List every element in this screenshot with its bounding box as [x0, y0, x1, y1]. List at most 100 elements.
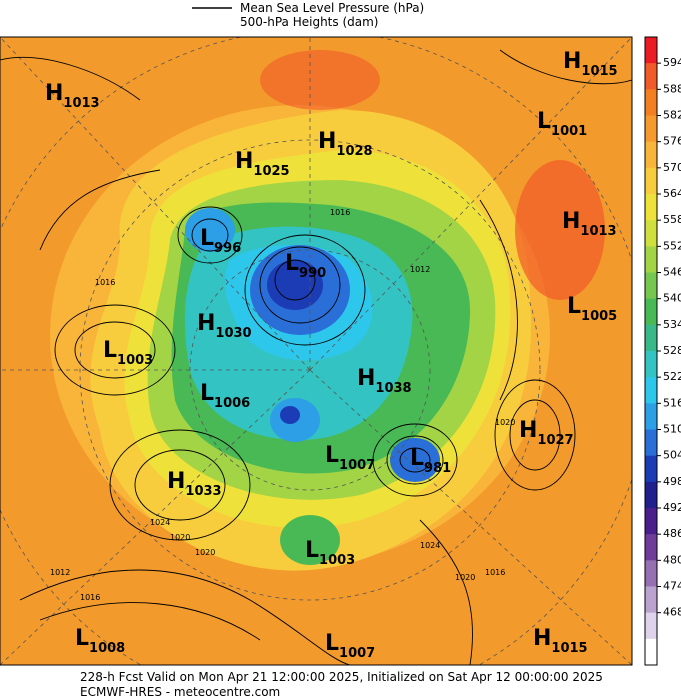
- system-type: H: [197, 311, 215, 336]
- system-value: 1005: [581, 309, 617, 324]
- colorbar-segment: [645, 246, 657, 273]
- colorbar-label: 576: [663, 135, 681, 148]
- colorbar-segment: [645, 141, 657, 169]
- colorbar-segment: [645, 429, 657, 457]
- colorbar-segment: [645, 194, 657, 221]
- colorbar-label: 522: [663, 370, 681, 383]
- legend-label: 500-hPa Heights (dam): [240, 15, 378, 29]
- system-value: 1038: [375, 381, 411, 396]
- pressure-system: H1038: [357, 366, 412, 396]
- colorbar-segment: [645, 298, 657, 326]
- system-type: H: [45, 81, 63, 106]
- system-value: 981: [424, 461, 451, 476]
- system-value: 1007: [339, 458, 375, 473]
- system-type: L: [325, 631, 339, 656]
- colorbar-segment: [645, 37, 657, 64]
- system-value: 1028: [336, 144, 372, 159]
- system-value: 1013: [63, 96, 99, 111]
- colorbar-segment: [645, 586, 657, 614]
- system-value: 1003: [319, 553, 355, 568]
- system-value: 1033: [185, 484, 221, 499]
- legend-label: Mean Sea Level Pressure (hPa): [240, 1, 424, 15]
- pressure-system: L1003: [305, 538, 355, 568]
- colorbar-segment: [645, 272, 657, 300]
- contour-label: 1016: [330, 208, 350, 217]
- system-type: L: [567, 294, 581, 319]
- colorbar: 594 588 582 576 570 564 558 552 546 540 534 528 522 5…: [644, 36, 681, 666]
- contour-label: 1020: [455, 573, 475, 582]
- system-value: 1006: [214, 396, 250, 411]
- footer-text: 228-h Fcst Valid on Mon Apr 21 12:00:00 …: [80, 670, 603, 684]
- system-type: H: [235, 149, 253, 174]
- colorbar-label: 570: [663, 161, 681, 174]
- pressure-system: H1025: [235, 149, 290, 179]
- system-value: 1015: [581, 64, 617, 79]
- map: [0, 37, 632, 665]
- pressure-system: L981: [410, 446, 451, 476]
- system-type: L: [103, 338, 117, 363]
- system-type: H: [318, 129, 336, 154]
- system-value: 1015: [551, 641, 587, 656]
- colorbar-segment: [645, 63, 657, 90]
- colorbar-label: 498: [663, 475, 681, 488]
- system-type: L: [200, 226, 214, 251]
- system-value: 1025: [253, 164, 289, 179]
- system-value: 1030: [215, 326, 251, 341]
- colorbar-label: 468: [663, 606, 681, 619]
- colorbar-label: 588: [663, 82, 681, 95]
- colorbar-label: 474: [663, 580, 681, 593]
- colorbar-label: 534: [663, 318, 681, 331]
- contour-label: 1016: [485, 568, 505, 577]
- system-type: H: [519, 418, 537, 443]
- system-value: 1027: [537, 433, 573, 448]
- pressure-system: L1003: [103, 338, 153, 368]
- pressure-system: H1013: [45, 81, 100, 111]
- colorbar-label: 480: [663, 553, 681, 566]
- colorbar-label: 528: [663, 344, 681, 357]
- pressure-system: H1015: [533, 626, 588, 656]
- contour-label: 1016: [80, 593, 100, 602]
- pressure-system: L1007: [325, 631, 375, 661]
- colorbar-segment: [645, 115, 657, 143]
- colorbar-segment: [645, 455, 657, 483]
- system-value: 1013: [580, 224, 616, 239]
- pressure-system: L990: [285, 251, 326, 281]
- system-type: L: [75, 626, 89, 651]
- colorbar-label: 486: [663, 527, 681, 540]
- colorbar-segment: [645, 220, 657, 247]
- system-type: L: [537, 109, 551, 134]
- colorbar-label: 546: [663, 266, 681, 279]
- colorbar-label: 540: [663, 292, 681, 305]
- colorbar-label: 558: [663, 213, 681, 226]
- colorbar-segment: [645, 481, 657, 509]
- system-type: L: [305, 538, 319, 563]
- colorbar-segment: [645, 324, 657, 352]
- contour-label: 1012: [50, 568, 70, 577]
- system-value: 1007: [339, 646, 375, 661]
- colorbar-label: 564: [663, 187, 681, 200]
- contour-label: 1016: [95, 278, 115, 287]
- colorbar-segment: [645, 89, 657, 116]
- system-value: 990: [299, 266, 326, 281]
- colorbar-segment: [645, 403, 657, 430]
- colorbar-label: 516: [663, 396, 681, 409]
- contour-label: 1024: [420, 541, 440, 550]
- colorbar-segment: [645, 351, 657, 378]
- pressure-system: L1001: [537, 109, 587, 139]
- pressure-system: L1005: [567, 294, 617, 324]
- pressure-system: L1006: [200, 381, 250, 411]
- contour-label: 1020: [195, 548, 215, 557]
- colorbar-segment: [645, 377, 657, 404]
- system-type: H: [533, 626, 551, 651]
- system-type: L: [200, 381, 214, 406]
- pressure-system: L1008: [75, 626, 125, 656]
- pressure-system: L1007: [325, 443, 375, 473]
- contour-label: 1020: [495, 418, 515, 427]
- map-frame: [0, 36, 633, 666]
- colorbar-segment: [645, 167, 657, 195]
- contour-label: 1024: [150, 518, 170, 527]
- colorbar-segment: [645, 508, 657, 535]
- pressure-system: H1033: [167, 469, 222, 499]
- contour-label: 1012: [410, 265, 430, 274]
